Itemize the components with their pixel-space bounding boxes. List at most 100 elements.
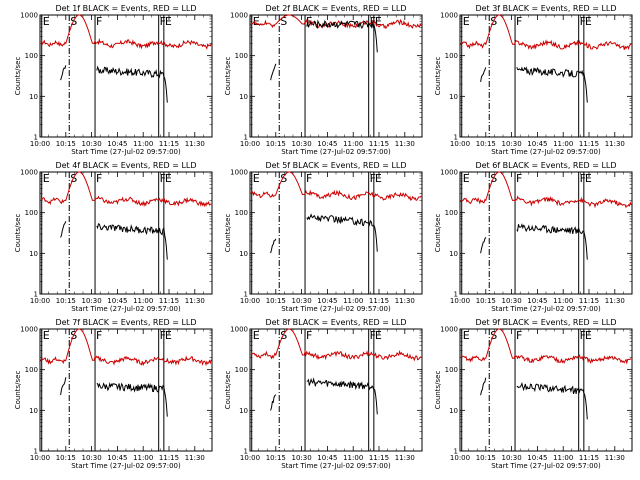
x-tick-label: 11:30 — [185, 454, 205, 462]
y-tick-label: 1000 — [230, 12, 248, 20]
x-tick-label: 11:00 — [133, 454, 153, 462]
chart-panel: Det 9f BLACK = Events, RED = LLD 1 10 100 10… — [434, 318, 633, 470]
x-tick-label: 11:15 — [579, 454, 599, 462]
marker-label: E — [43, 172, 50, 185]
y-tick-label: 100 — [445, 209, 458, 217]
x-tick-label: 11:15 — [159, 140, 179, 148]
x-tick-label: 10:45 — [107, 454, 127, 462]
y-tick-label: 1000 — [20, 326, 38, 334]
series-lld-line — [460, 171, 632, 209]
marker-label: E — [43, 15, 50, 28]
marker-label: E — [585, 329, 592, 342]
x-tick-label: 11:00 — [133, 297, 153, 305]
marker-label: E — [463, 15, 470, 28]
x-axis-label: Start Time (27-Jul-02 09:57:00) — [71, 305, 181, 313]
plot-frame — [249, 328, 423, 452]
marker-label: S — [280, 329, 287, 342]
marker-label: E — [165, 15, 172, 28]
x-axis-label: Start Time (27-Jul-02 09:57:00) — [281, 148, 391, 156]
chart-title: Det 7f BLACK = Events, RED = LLD — [55, 318, 196, 327]
x-tick-label: 10:30 — [502, 140, 522, 148]
y-axis-label: Counts/sec — [224, 214, 232, 253]
x-axis-label: Start Time (27-Jul-02 09:57:00) — [281, 305, 391, 313]
y-tick-label: 1000 — [440, 12, 458, 20]
marker-label: E — [585, 172, 592, 185]
y-axis-label: Counts/sec — [434, 57, 442, 96]
series-lld-line — [250, 14, 422, 30]
x-tick-label: 10:30 — [82, 297, 102, 305]
marker-label: F — [580, 15, 586, 28]
plot-frame — [39, 328, 213, 452]
chart-panel: Det 8f BLACK = Events, RED = LLD 1 10 100 10… — [224, 318, 423, 470]
chart-title: Det 4f BLACK = Events, RED = LLD — [55, 161, 196, 170]
y-tick-label: 100 — [445, 52, 458, 60]
x-tick-label: 11:15 — [369, 297, 389, 305]
x-tick-label: 11:15 — [579, 297, 599, 305]
x-tick-label: 10:45 — [527, 454, 547, 462]
series-lld-line — [460, 328, 632, 365]
marker-label: F — [370, 329, 376, 342]
y-axis-label: Counts/sec — [224, 371, 232, 410]
y-tick-label: 10 — [449, 407, 458, 415]
x-tick-label: 11:00 — [343, 140, 363, 148]
x-tick-label: 10:00 — [450, 297, 470, 305]
x-tick-label: 11:15 — [369, 140, 389, 148]
marker-label: F — [96, 172, 102, 185]
plot-frame — [39, 14, 213, 138]
series-lld-line — [40, 328, 212, 367]
x-tick-label: 11:30 — [395, 297, 415, 305]
marker-label: E — [253, 15, 260, 28]
series-events-line — [270, 19, 378, 81]
marker-label: S — [280, 15, 287, 28]
marker-label: E — [585, 15, 592, 28]
chart-panel: Det 4f BLACK = Events, RED = LLD 1 10 100 10… — [14, 161, 213, 313]
x-tick-label: 10:15 — [476, 297, 496, 305]
y-axis-label: Counts/sec — [14, 371, 22, 410]
y-tick-label: 100 — [235, 52, 248, 60]
marker-label: F — [96, 329, 102, 342]
marker-label: E — [463, 329, 470, 342]
x-tick-label: 11:30 — [395, 454, 415, 462]
x-tick-label: 10:30 — [292, 454, 312, 462]
marker-label: E — [375, 172, 382, 185]
marker-label: F — [160, 15, 166, 28]
chart-title: Det 9f BLACK = Events, RED = LLD — [475, 318, 616, 327]
y-tick-label: 10 — [239, 407, 248, 415]
x-tick-label: 11:15 — [579, 140, 599, 148]
x-tick-label: 10:00 — [30, 140, 50, 148]
marker-label: E — [253, 329, 260, 342]
x-tick-label: 10:30 — [292, 140, 312, 148]
series-events-line — [270, 377, 378, 415]
chart-panel: Det 7f BLACK = Events, RED = LLD 1 10 100 10… — [14, 318, 213, 470]
x-axis-label: Start Time (27-Jul-02 09:57:00) — [71, 462, 181, 470]
x-tick-label: 10:00 — [30, 454, 50, 462]
marker-label: F — [306, 172, 312, 185]
marker-label: E — [253, 172, 260, 185]
series-events-line — [60, 65, 168, 103]
chart-panel: Det 6f BLACK = Events, RED = LLD 1 10 100 10… — [434, 161, 633, 313]
x-tick-label: 11:30 — [605, 140, 625, 148]
y-tick-label: 10 — [449, 250, 458, 258]
x-tick-label: 10:45 — [107, 140, 127, 148]
chart-title: Det 5f BLACK = Events, RED = LLD — [265, 161, 406, 170]
marker-label: F — [580, 172, 586, 185]
x-tick-label: 10:45 — [107, 297, 127, 305]
chart-title: Det 3f BLACK = Events, RED = LLD — [475, 4, 616, 13]
x-tick-label: 11:15 — [369, 454, 389, 462]
y-axis-label: Counts/sec — [14, 214, 22, 253]
marker-label: F — [306, 329, 312, 342]
chart-title: Det 6f BLACK = Events, RED = LLD — [475, 161, 616, 170]
x-tick-label: 10:00 — [240, 454, 260, 462]
chart-title: Det 8f BLACK = Events, RED = LLD — [265, 318, 406, 327]
x-tick-label: 10:00 — [450, 454, 470, 462]
x-tick-label: 11:00 — [553, 297, 573, 305]
marker-label: F — [96, 15, 102, 28]
chart-title: Det 1f BLACK = Events, RED = LLD — [55, 4, 196, 13]
x-tick-label: 10:45 — [317, 297, 337, 305]
series-events-line — [60, 377, 168, 417]
x-tick-label: 11:15 — [159, 454, 179, 462]
series-events-line — [480, 66, 588, 103]
y-tick-label: 100 — [25, 209, 38, 217]
y-tick-label: 100 — [25, 366, 38, 374]
